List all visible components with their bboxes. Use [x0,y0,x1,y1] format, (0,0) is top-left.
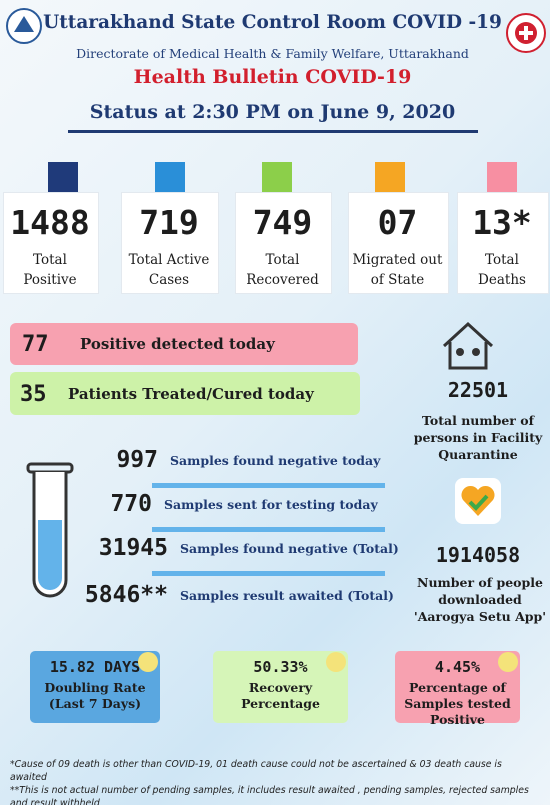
bulletin-title: Health Bulletin COVID-19 [133,66,412,88]
rate-label: Percentage of Samples tested Positive [404,680,511,727]
stat-value: 1488 [10,203,90,242]
stat-box [348,192,449,294]
icon [487,162,517,192]
rate-value: 15.82 DAYS [49,658,141,676]
sample-label: Samples result awaited (Total) [180,588,394,603]
divider [68,130,478,133]
rate-label: Doubling Rate (Last 7 Days) [44,680,146,711]
rate-value: 4.45% [434,658,481,676]
icon [262,162,292,192]
state-logo [6,8,42,44]
stat-value: 749 [252,203,313,242]
quarantine-value: 22501 [447,378,509,402]
rate-icon [326,652,346,672]
aarogya-label: Number of people downloaded 'Aarogya Set… [413,575,547,624]
footnotes: *Cause of 09 death is other than COVID-1… [10,758,540,805]
quarantine-label: Total number of persons in Facility Quar… [413,413,543,462]
aarogya-value: 1914058 [435,543,521,567]
stat-label: Total Active Cases [128,252,210,288]
rate-icon [498,652,518,672]
icon [155,162,185,192]
sample-value: 5846** [84,582,168,608]
test-tube [26,462,74,598]
cured-today-bar [10,372,360,415]
stat-value: 07 [377,203,418,242]
stat-label: Total Positive [23,252,77,288]
rate-value: 50.33% [253,658,308,676]
stat-label: Total Deaths [478,252,526,288]
sample-label: Samples found negative (Total) [180,541,399,556]
stat-box [3,192,99,294]
sample-bar [152,571,385,576]
aarogya-icon [455,478,501,524]
stat-value: 13* [472,203,532,242]
today-value: 35 [20,382,47,407]
stat-value: 719 [139,203,199,242]
stat-box [235,192,332,294]
sample-value: 31945 [98,535,168,561]
sample-bar [152,483,385,488]
quarantine-icon [442,321,494,370]
today-label: Positive detected today [80,335,275,353]
title: Uttarakhand State Control Room COVID -19 [43,12,502,33]
nhm-logo [506,13,546,53]
sample-label: Samples found negative today [170,453,381,468]
rate-icon [138,652,158,672]
rate-box [213,651,348,723]
stat-box [121,192,219,294]
subtitle: Directorate of Medical Health & Family W… [76,46,469,61]
status: Status at 2:30 PM on June 9, 2020 [89,101,456,123]
stat-label: Migrated out of State [352,252,443,288]
icon [48,162,78,192]
sample-value: 770 [110,491,152,517]
rate-label: Recovery Percentage [241,680,320,711]
footnote: **This is not actual number of pending s… [10,785,529,805]
stat-box [457,192,549,294]
sample-value: 997 [116,447,158,473]
icon [375,162,405,192]
sample-label: Samples sent for testing today [164,497,378,512]
footnote: *Cause of 09 death is other than COVID-1… [10,759,502,783]
today-value: 77 [22,332,49,357]
sample-bar [152,527,385,532]
positive-today-bar [10,323,358,365]
today-label: Patients Treated/Cured today [68,385,314,403]
stat-label: Total Recovered [246,252,319,288]
